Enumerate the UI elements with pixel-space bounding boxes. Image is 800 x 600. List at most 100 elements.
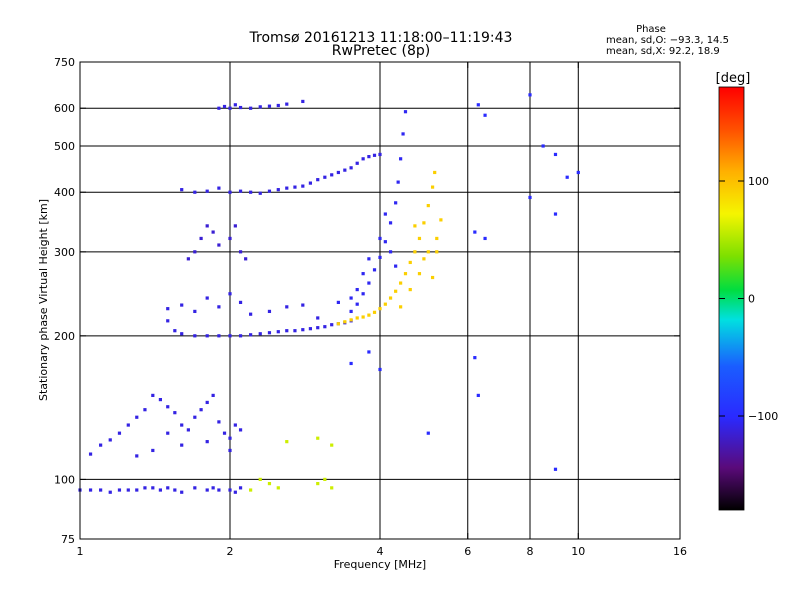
trace-upper-f1-cloud-280-370-km	[186, 224, 248, 261]
echo-point	[211, 230, 215, 234]
echo-point	[435, 236, 439, 241]
echo-point	[528, 195, 532, 200]
echo-point	[135, 415, 139, 419]
echo-point	[180, 443, 184, 447]
echo-point	[205, 224, 209, 228]
colorbar-ticks: 100 0 −100	[719, 175, 778, 423]
echo-point	[378, 367, 382, 372]
echo-point	[244, 257, 248, 261]
echo-point	[355, 302, 359, 306]
echo-point	[343, 320, 347, 324]
echo-point	[378, 236, 382, 241]
echo-point	[355, 287, 359, 292]
x-tick-label: 8	[527, 545, 534, 558]
echo-point	[473, 356, 477, 360]
echo-point	[285, 329, 289, 333]
echo-point	[193, 309, 197, 314]
echo-point	[308, 181, 313, 185]
echo-point	[151, 393, 155, 398]
echo-point	[205, 334, 209, 338]
x-axis-label: Frequency [MHz]	[334, 558, 426, 571]
echo-point	[355, 161, 359, 165]
y-tick-label: 200	[54, 330, 75, 343]
echo-point	[367, 313, 371, 317]
echo-point	[367, 281, 371, 285]
echo-point	[258, 477, 262, 482]
echo-point	[180, 303, 184, 307]
echo-point	[394, 289, 398, 293]
echo-point	[199, 408, 203, 412]
echo-point	[396, 180, 400, 184]
echo-point	[301, 303, 305, 307]
echo-point	[394, 264, 398, 268]
echo-point	[238, 300, 243, 305]
trace-e-layer-trace-95-km	[78, 486, 243, 494]
echo-point	[238, 250, 243, 254]
echo-point	[217, 106, 221, 110]
echo-point	[473, 230, 477, 234]
echo-point	[565, 175, 569, 179]
echo-point	[151, 448, 155, 453]
echo-point	[267, 331, 272, 335]
echo-point	[408, 260, 412, 265]
echo-point	[378, 152, 382, 157]
echo-point	[403, 272, 408, 276]
echo-point	[217, 420, 221, 424]
echo-point	[383, 212, 387, 216]
echo-point	[383, 240, 387, 244]
echo-point	[528, 93, 532, 97]
echo-point	[361, 315, 365, 319]
echo-point	[483, 113, 487, 117]
echo-point	[233, 490, 237, 494]
x-tick-label: 2	[227, 545, 234, 558]
echo-point	[426, 431, 430, 435]
echo-point	[166, 405, 170, 409]
plot-area	[78, 62, 680, 539]
echo-point	[126, 488, 130, 492]
echo-point	[238, 428, 243, 432]
echo-point	[330, 486, 334, 490]
echo-point	[316, 316, 320, 320]
echo-point	[476, 393, 480, 398]
echo-point	[193, 486, 197, 490]
echo-point	[217, 488, 221, 492]
echo-point	[349, 166, 353, 170]
echo-point	[205, 488, 209, 492]
echo-point	[211, 486, 215, 490]
echo-point	[378, 307, 382, 311]
echo-point	[343, 168, 347, 172]
echo-point	[99, 443, 103, 447]
trace-sporadic-echoes-green-yellow-	[249, 436, 334, 492]
echo-point	[166, 307, 170, 311]
echo-point	[276, 103, 280, 108]
echo-point	[267, 481, 272, 486]
echo-point	[576, 170, 580, 175]
chart-title: Tromsø 20161213 11:18:00–11:19:43	[249, 30, 513, 46]
echo-point	[228, 448, 232, 453]
echo-point	[143, 408, 147, 412]
echo-point	[285, 440, 289, 444]
echo-point	[233, 423, 237, 427]
echo-point	[117, 431, 122, 435]
echo-point	[249, 190, 253, 194]
echo-point	[108, 438, 112, 442]
echo-point	[276, 330, 280, 334]
echo-point	[388, 250, 393, 254]
echo-point	[205, 189, 209, 193]
trace-f-layer-lower-trace-200-240-km	[166, 292, 353, 338]
echo-point	[483, 236, 487, 241]
echo-point	[249, 312, 253, 316]
phase-info-x: mean, sd,X: 92.2, 18.9	[606, 46, 720, 57]
y-tick-label: 400	[54, 186, 75, 199]
y-axis-label: Stationary phase Virtual Height [km]	[37, 199, 50, 401]
echo-point	[349, 318, 353, 322]
echo-point	[417, 236, 422, 241]
echo-point	[135, 488, 139, 492]
echo-point	[151, 486, 155, 490]
chart-subtitle: RwPretec (8p)	[332, 43, 430, 59]
echo-point	[293, 329, 297, 333]
echo-point	[293, 185, 297, 189]
echo-point	[228, 106, 232, 110]
echo-point	[308, 327, 313, 331]
